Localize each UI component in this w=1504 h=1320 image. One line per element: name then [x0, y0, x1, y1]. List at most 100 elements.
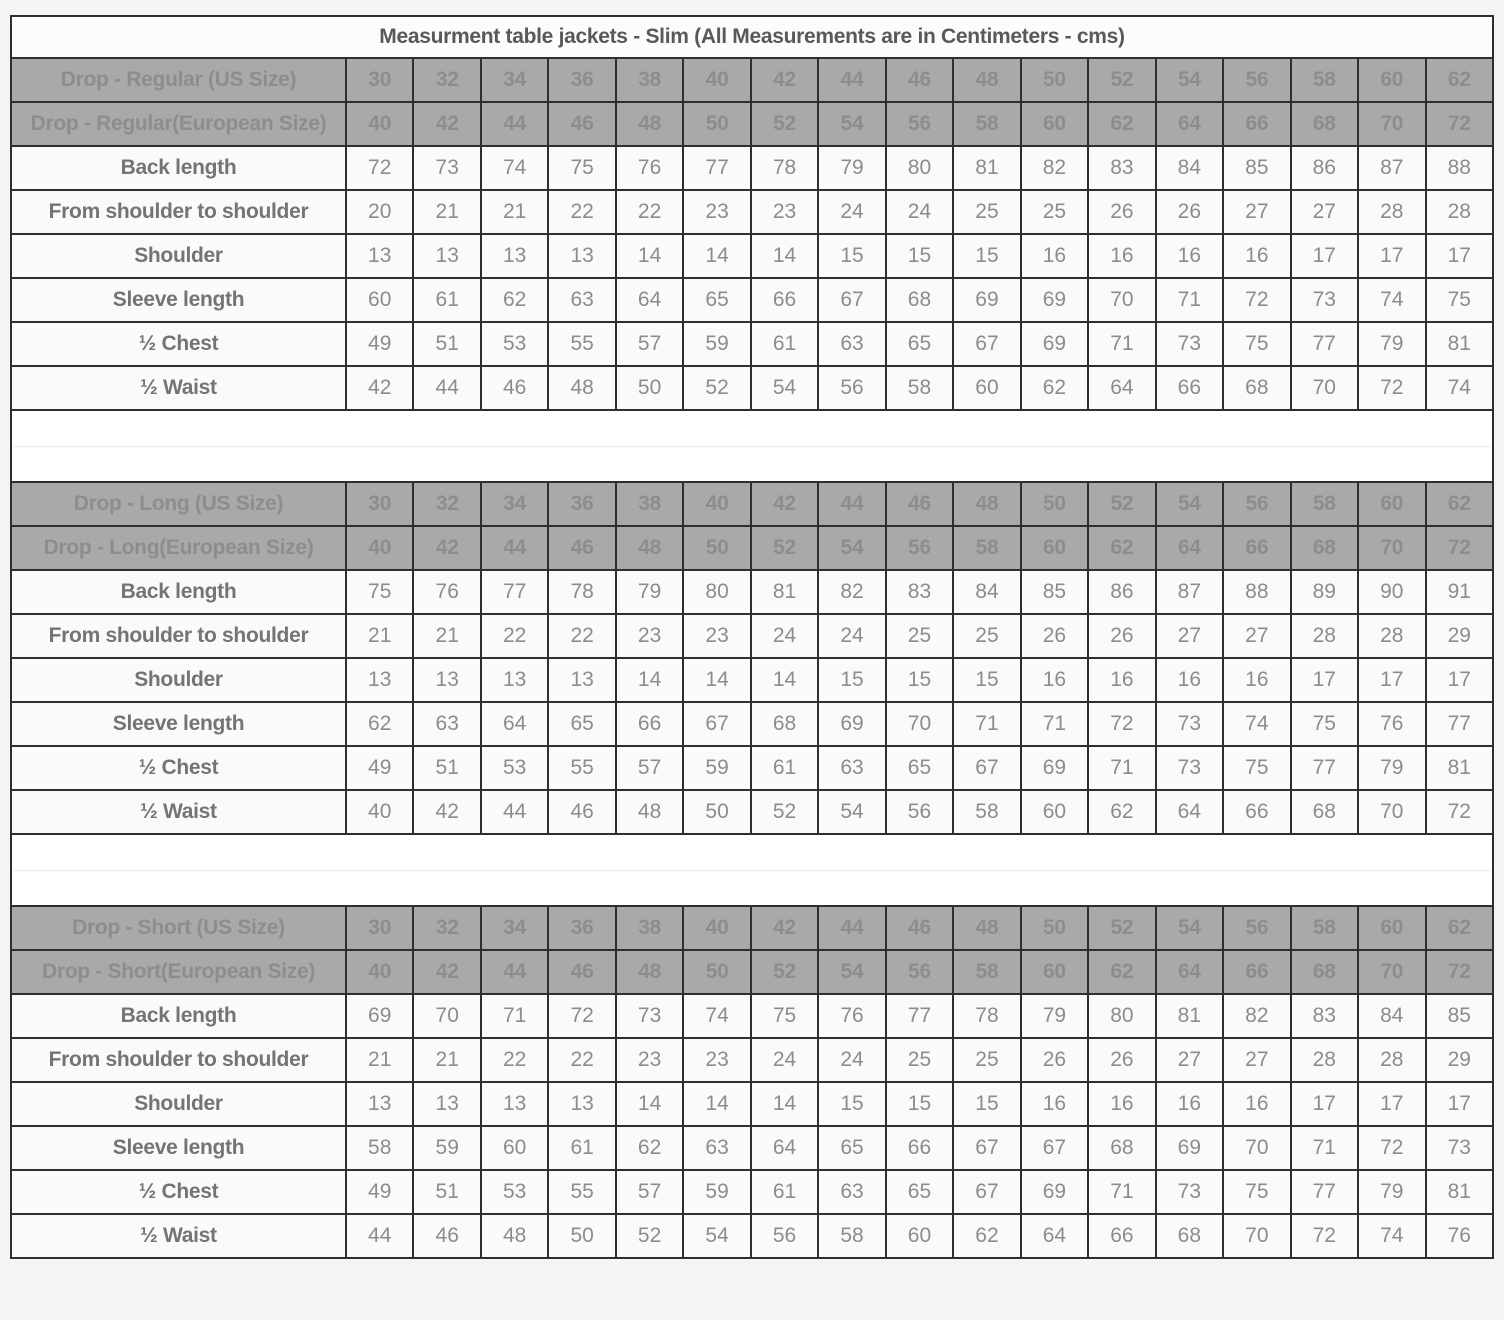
measurement-value: 27	[1289, 189, 1360, 235]
measurement-value: 15	[817, 1081, 887, 1127]
measurement-value: 82	[817, 569, 887, 615]
measurement-row: Shoulder 13 13 13 13 14 14 14 15 15 15 16 16 16 16 17 17…	[10, 657, 1494, 703]
measurement-value: 75	[344, 569, 415, 615]
measurement-value: 16	[1087, 657, 1157, 703]
eu-size-header-label: Drop - Regular(European Size)	[10, 101, 347, 147]
measurement-value: 73	[1154, 321, 1225, 367]
measurement-value: 27	[1154, 1037, 1225, 1083]
measurement-value: 60	[479, 1125, 550, 1171]
measurement-value: 83	[884, 569, 955, 615]
size-header-cell: 56	[1222, 481, 1292, 527]
measurement-value: 28	[1357, 1037, 1427, 1083]
measurement-value: 46	[547, 789, 617, 835]
measurement-value: 68	[1222, 365, 1292, 411]
measurement-value: 74	[1424, 365, 1494, 411]
size-header-cell: 62	[1087, 101, 1157, 147]
measurement-value: 13	[412, 1081, 482, 1127]
measurement-value: 22	[614, 189, 685, 235]
size-header-cell: 32	[412, 481, 482, 527]
measurement-value: 65	[884, 1169, 955, 1215]
measurement-value: 21	[412, 613, 482, 659]
measurement-value: 67	[952, 1169, 1022, 1215]
measurement-value: 65	[547, 701, 617, 747]
measurement-value: 42	[412, 789, 482, 835]
measurement-value: 14	[749, 1081, 820, 1127]
measurement-value: 58	[344, 1125, 415, 1171]
measurement-value: 61	[749, 1169, 820, 1215]
measurement-value: 15	[817, 657, 887, 703]
size-header-cell: 60	[1357, 481, 1427, 527]
measurement-value: 74	[1357, 1213, 1427, 1259]
size-header-cell: 46	[884, 481, 955, 527]
size-header-cell: 42	[749, 905, 820, 951]
measurement-value: 62	[1019, 365, 1090, 411]
measurement-value: 68	[749, 701, 820, 747]
size-header-cell: 40	[344, 949, 415, 995]
size-header-cell: 58	[1289, 57, 1360, 103]
measurement-value: 73	[1424, 1125, 1494, 1171]
size-header-cell: 32	[412, 905, 482, 951]
size-header-cell: 36	[547, 57, 617, 103]
measurement-value: 74	[682, 993, 752, 1039]
measurement-value: 24	[817, 613, 887, 659]
measurement-value: 79	[1019, 993, 1090, 1039]
measurement-value: 77	[1289, 745, 1360, 791]
measurement-value: 13	[547, 1081, 617, 1127]
measurement-value: 24	[749, 1037, 820, 1083]
measurement-value: 16	[1154, 657, 1225, 703]
measurement-value: 63	[817, 745, 887, 791]
section-gap	[10, 833, 1494, 871]
measurement-row: ½ Chest 49 51 53 55 57 59 61 63 65 67 69 71 73 75 77 79 8…	[10, 745, 1494, 791]
measurement-value: 14	[682, 233, 752, 279]
measurement-value: 17	[1289, 1081, 1360, 1127]
measurement-value: 57	[614, 745, 685, 791]
measurement-value: 82	[1222, 993, 1292, 1039]
measurement-value: 21	[479, 189, 550, 235]
measurement-value: 27	[1222, 189, 1292, 235]
measurement-value: 61	[749, 745, 820, 791]
measurement-value: 67	[952, 745, 1022, 791]
measurement-value: 22	[479, 1037, 550, 1083]
measurement-value: 62	[1087, 789, 1157, 835]
measurement-value: 69	[1019, 1169, 1090, 1215]
size-header-cell: 42	[412, 101, 482, 147]
size-header-cell: 70	[1357, 525, 1427, 571]
measurement-value: 67	[952, 321, 1022, 367]
measurement-value: 72	[1289, 1213, 1360, 1259]
measurement-value: 44	[412, 365, 482, 411]
measurement-value: 26	[1087, 189, 1157, 235]
table-title-row: Measurment table jackets - Slim (All Mea…	[10, 15, 1494, 59]
size-header-cell: 62	[1424, 905, 1494, 951]
measurement-value: 79	[1357, 1169, 1427, 1215]
section-gap	[10, 445, 1494, 483]
measurement-value: 72	[1357, 1125, 1427, 1171]
measurement-value: 63	[817, 321, 887, 367]
measurement-value: 60	[1019, 789, 1090, 835]
measurement-value: 71	[1087, 321, 1157, 367]
measurement-value: 80	[682, 569, 752, 615]
measurement-value: 55	[547, 1169, 617, 1215]
size-header-cell: 68	[1289, 949, 1360, 995]
measurement-value: 62	[614, 1125, 685, 1171]
measurement-value: 26	[1019, 613, 1090, 659]
measurement-value: 17	[1424, 1081, 1494, 1127]
measurement-value: 54	[682, 1213, 752, 1259]
measurement-value: 60	[952, 365, 1022, 411]
size-header-cell: 58	[952, 525, 1022, 571]
measurement-value: 56	[884, 789, 955, 835]
measurement-label: From shoulder to shoulder	[10, 1037, 347, 1083]
table-title: Measurment table jackets - Slim (All Mea…	[10, 15, 1494, 59]
size-header-cell: 46	[884, 905, 955, 951]
measurement-value: 69	[1019, 321, 1090, 367]
measurement-value: 76	[1357, 701, 1427, 747]
us-size-header-label: Drop - Regular (US Size)	[10, 57, 347, 103]
measurement-value: 88	[1222, 569, 1292, 615]
measurement-value: 71	[1289, 1125, 1360, 1171]
measurement-row: From shoulder to shoulder 21 21 22 22 23 23 24 2…	[10, 613, 1494, 659]
measurement-value: 48	[479, 1213, 550, 1259]
measurement-label: Back length	[10, 569, 347, 615]
size-header-cell: 60	[1019, 525, 1090, 571]
measurement-value: 15	[817, 233, 887, 279]
measurement-row: ½ Waist 40 42 44 46 48 50 52 54 56 58 60 62 64 66 68 70 7…	[10, 789, 1494, 835]
size-header-cell: 34	[479, 481, 550, 527]
